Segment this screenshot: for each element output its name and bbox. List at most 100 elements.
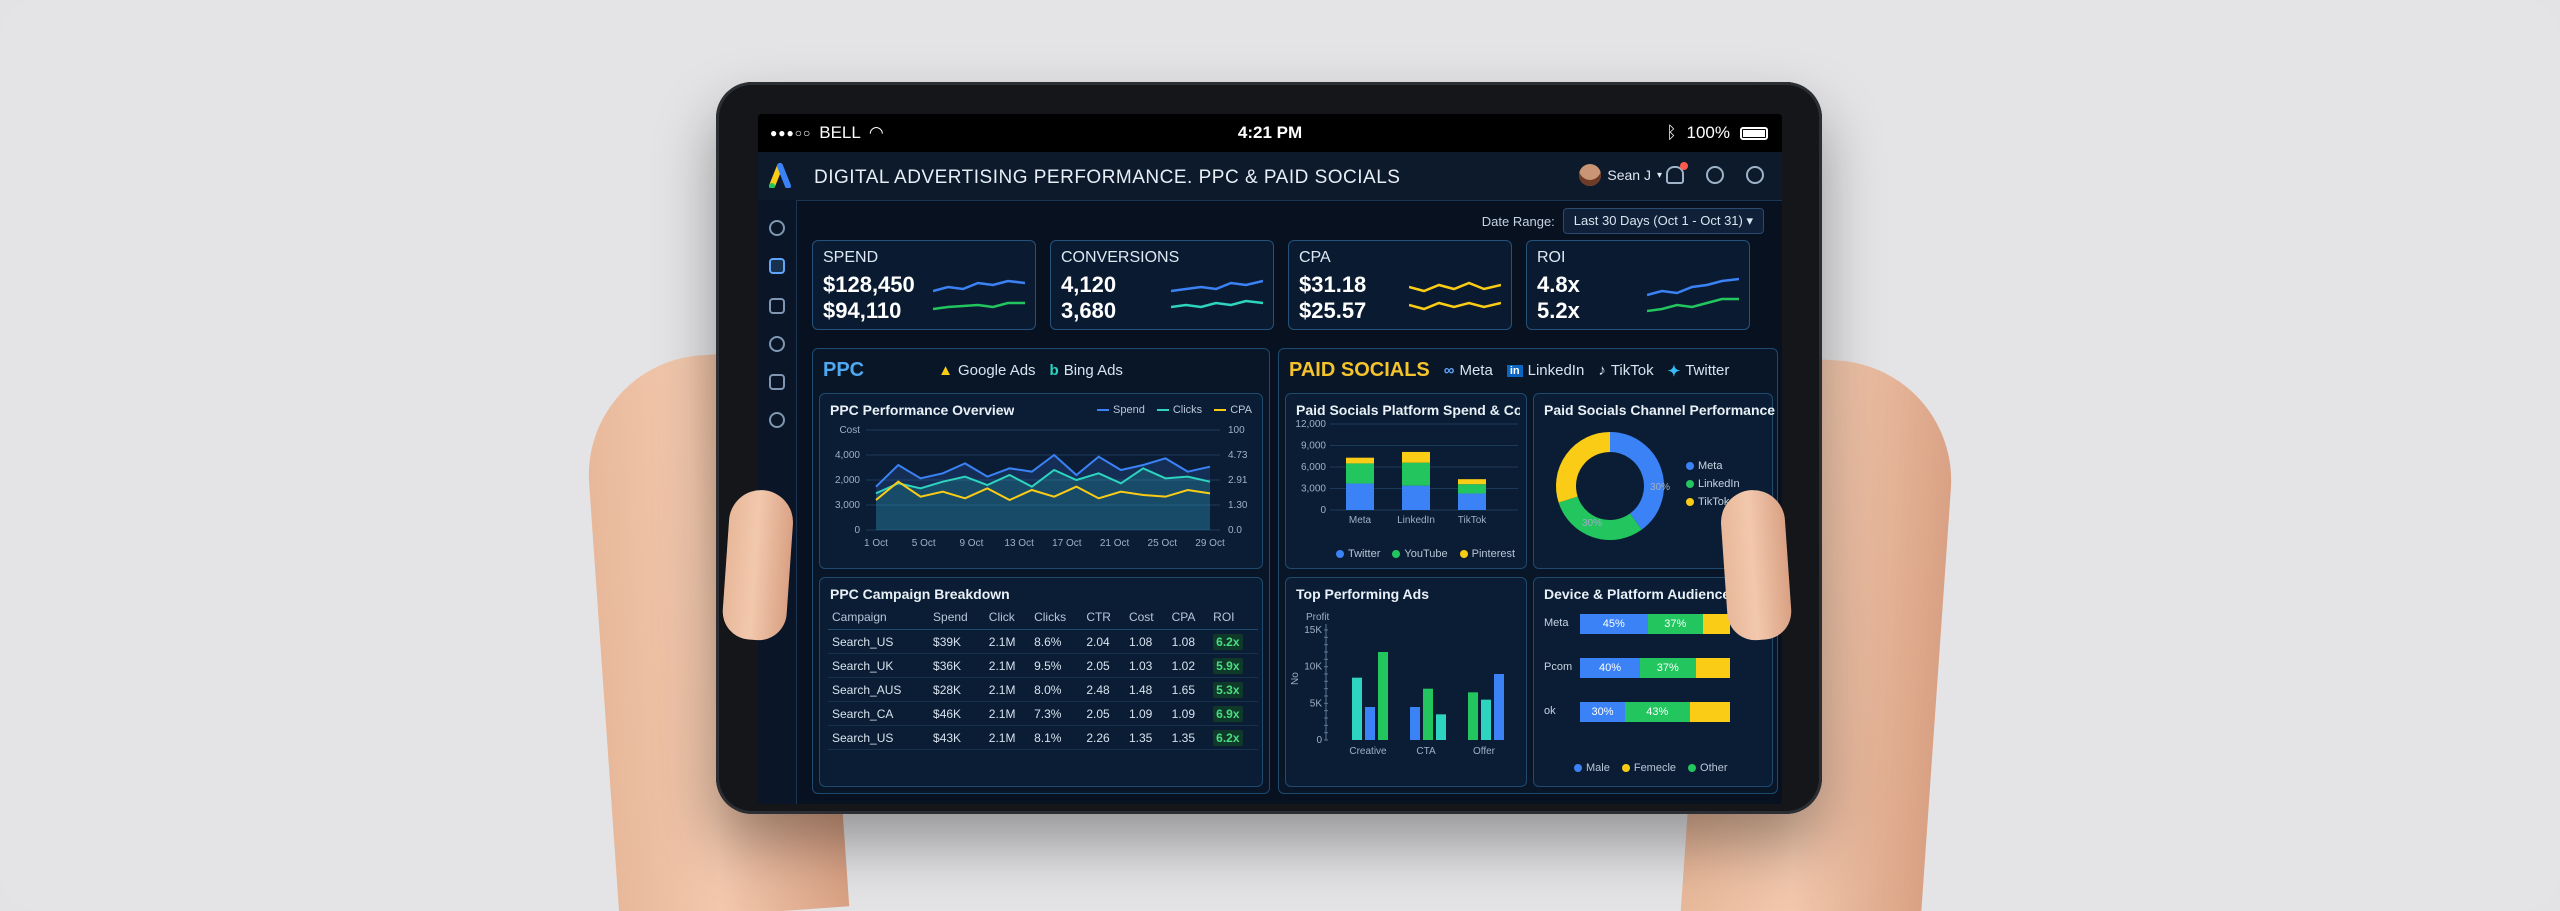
bar-creative — [1378, 652, 1388, 740]
table-cell: 5.3x — [1209, 677, 1258, 702]
x-tick-label: Offer — [1473, 746, 1496, 757]
kpi-cpa[interactable]: CPA $31.18 $25.57 — [1288, 240, 1512, 330]
x-tick-label: 17 Oct — [1052, 538, 1082, 549]
signal-icon: ●●●○○ — [770, 126, 812, 140]
campaign-icon[interactable] — [769, 298, 785, 314]
date-range-select[interactable]: Last 30 Days (Oct 1 - Oct 31) ▾ — [1562, 208, 1764, 234]
top-ads-chart[interactable]: Profit No 15K 10K 5K 0 Creative CTA Offer — [1286, 604, 1528, 784]
google-ads-logo-icon[interactable] — [768, 162, 792, 188]
kpi-spend[interactable]: SPEND $128,450 $94,110 — [812, 240, 1036, 330]
table-row[interactable]: Search_US $43K 2.1M 8.1% 2.26 1.35 1.35 6.2x — [828, 725, 1258, 750]
kpi-value-primary: 4.8x — [1537, 272, 1580, 297]
ppc-line-chart[interactable]: Cost 4,000 2,000 3,000 0 100 4.73 2.91 1.30 0.0 1 … — [820, 418, 1264, 568]
tablet-screen: ●●●○○ BELL ◠ 4:21 PM ᛒ 100% DIGITAL ADVE… — [758, 114, 1782, 804]
channel-donut-chart[interactable]: 30% 30% — [1540, 424, 1680, 564]
paid-socials-section: PAID SOCIALS ∞ Meta in LinkedIn ♪ TikTok ✦ T… — [1278, 348, 1778, 794]
twitter-icon: ✦ — [1667, 362, 1681, 380]
kpi-label: CONVERSIONS — [1061, 249, 1180, 266]
audience-segment: 43% — [1625, 702, 1690, 722]
link-icon[interactable] — [769, 336, 785, 352]
table-cell: 2.04 — [1082, 629, 1125, 654]
legend-swatch — [1156, 409, 1169, 411]
panel-title: PPC Campaign Breakdown — [830, 586, 1010, 602]
donut-slice-tiktok — [1556, 432, 1611, 503]
bing-icon: b — [1049, 362, 1059, 379]
kpi-sparkline — [1171, 279, 1263, 309]
x-tick-label: Creative — [1349, 746, 1387, 757]
audience-bar[interactable]: 40% 37% — [1580, 658, 1730, 678]
legend-swatch — [1686, 480, 1694, 488]
audience-bar[interactable]: 45% 37% — [1580, 614, 1730, 634]
kpi-value-primary: $128,450 — [823, 272, 915, 297]
search-icon[interactable] — [769, 220, 785, 236]
platform-bing-ads[interactable]: b Bing Ads — [1050, 362, 1123, 379]
date-range-label: Date Range: — [1481, 213, 1555, 229]
platform-twitter[interactable]: ✦ Twitter — [1668, 362, 1730, 380]
table-cell: $46K — [929, 701, 985, 726]
table-cell: Search_CA — [828, 701, 930, 726]
bar-linkedin-youtube — [1402, 462, 1430, 486]
legend-swatch — [1392, 550, 1401, 558]
platform-tiktok[interactable]: ♪ TikTok — [1598, 362, 1653, 379]
reports-icon[interactable] — [769, 374, 785, 390]
audience-segment: 30% — [1580, 702, 1625, 722]
paid-socials-title: PAID SOCIALS — [1289, 359, 1430, 381]
x-tick-label: TikTok — [1458, 515, 1488, 526]
roi-badge: 5.9x — [1213, 657, 1243, 674]
legend-label: Meta — [1698, 460, 1723, 472]
channel-performance-panel: Paid Socials Channel Performance 30% 30% … — [1533, 393, 1775, 569]
bluetooth-icon: ᛒ — [1666, 123, 1677, 142]
ppc-title: PPC — [823, 359, 865, 381]
table-cell: 1.03 — [1124, 653, 1168, 678]
table-header-cell[interactable]: CTR — [1082, 606, 1125, 630]
platform-linkedin[interactable]: in LinkedIn — [1506, 362, 1584, 379]
help-icon[interactable] — [1746, 166, 1764, 184]
table-cell: 6.2x — [1209, 725, 1258, 750]
legend-swatch — [1097, 409, 1110, 411]
table-header-cell[interactable]: Clicks — [1030, 606, 1083, 630]
y-tick-label: 9,000 — [1301, 441, 1326, 452]
y2-tick-label: 1.30 — [1228, 500, 1248, 511]
platform-google-ads[interactable]: ▲ Google Ads — [938, 362, 1035, 379]
table-header-cell[interactable]: Spend — [929, 606, 985, 630]
legend-label: Femecle — [1633, 762, 1677, 774]
table-header-cell[interactable]: ROI — [1209, 606, 1258, 630]
y-tick-label: 4,000 — [835, 450, 860, 461]
chart-legend: Male Femecle Other — [1574, 762, 1728, 774]
table-row[interactable]: Search_CA $46K 2.1M 7.3% 2.05 1.09 1.09 6.9x — [828, 701, 1258, 726]
table-row[interactable]: Search_AUS $28K 2.1M 8.0% 2.48 1.48 1.65 5.3x — [828, 677, 1258, 702]
audience-row-label: Pcom — [1544, 661, 1573, 673]
table-row[interactable]: Search_US $39K 2.1M 8.6% 2.04 1.08 1.08 6.2x — [828, 629, 1258, 654]
platform-label: Bing Ads — [1063, 362, 1123, 379]
table-header-cell[interactable]: Click — [984, 606, 1031, 630]
notification-bell-icon[interactable] — [1666, 162, 1688, 184]
table-row[interactable]: Search_UK $36K 2.1M 9.5% 2.05 1.03 1.02 5.9x — [828, 653, 1258, 678]
bar-cta — [1423, 688, 1433, 740]
legend-label: Clicks — [1172, 404, 1203, 416]
platform-label: Meta — [1459, 362, 1493, 379]
table-cell: 8.1% — [1030, 725, 1083, 750]
meta-icon: ∞ — [1443, 362, 1455, 379]
spend-conversions-chart[interactable]: 12,000 9,000 6,000 3,000 0 Meta LinkedIn TikTok — [1286, 418, 1528, 548]
panel-title: Device & Platform Audience — [1544, 586, 1731, 602]
add-icon[interactable] — [1706, 166, 1724, 184]
user-menu[interactable]: Sean J ▾ — [1579, 164, 1662, 186]
ppc-overview-panel: PPC Performance Overview Spend Clicks CP… — [819, 393, 1263, 569]
y-tick-label: Cost — [839, 425, 860, 436]
table-header-cell[interactable]: CPA — [1167, 606, 1210, 630]
platform-meta[interactable]: ∞ Meta — [1444, 362, 1493, 379]
kpi-roi[interactable]: ROI 4.8x 5.2x — [1526, 240, 1750, 330]
audience-bar[interactable]: 30% 43% — [1580, 702, 1730, 722]
series-line-cpa — [875, 480, 1211, 502]
kpi-conversions[interactable]: CONVERSIONS 4,120 3,680 — [1050, 240, 1274, 330]
settings-icon[interactable] — [769, 412, 785, 428]
y2-tick-label: 2.91 — [1228, 475, 1248, 486]
table-header-cell[interactable]: Campaign — [828, 606, 930, 630]
page-title: DIGITAL ADVERTISING PERFORMANCE. PPC & P… — [814, 167, 1401, 188]
kpi-value-primary: 4,120 — [1061, 272, 1117, 297]
table-header-cell[interactable]: Cost — [1124, 606, 1168, 630]
table-cell: 2.05 — [1082, 653, 1125, 678]
bar-creative — [1352, 677, 1362, 740]
analytics-icon[interactable] — [769, 258, 785, 274]
audience-segment: 37% — [1647, 614, 1703, 634]
